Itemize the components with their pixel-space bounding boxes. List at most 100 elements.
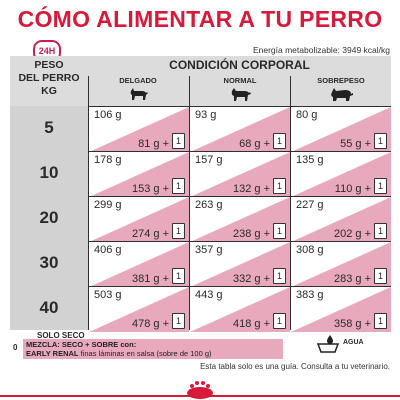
weight-header-line2: DEL PERRO (18, 72, 80, 84)
mix-amount: 153 g + (131, 183, 169, 195)
legend-mix-box: MEZCLA: SECO + SOBRE con: EARLY RENAL fi… (23, 339, 283, 359)
ration-cell: 357 g 332 g +1 (190, 241, 290, 287)
mix-shade (190, 242, 290, 287)
pouch-icon: 1 (172, 133, 185, 149)
column-normal: NORMAL (190, 76, 290, 106)
mix-amount: 55 g + (340, 138, 371, 150)
mix-shade (89, 152, 189, 197)
dry-only-amount: 80 g (296, 109, 318, 121)
weight-header-line1: PESO (34, 59, 64, 71)
mix-amount: 81 g + (138, 138, 169, 150)
ration-cell: 263 g 238 g +1 (190, 196, 290, 242)
footer-note: Esta tabla solo es una guía. Consulta a … (200, 362, 390, 371)
divider-line (189, 76, 190, 330)
mix-amount: 274 g + (131, 228, 169, 240)
pouch-icon: 1 (273, 178, 286, 194)
mix-amount: 381 g + (131, 273, 169, 285)
weight-value: 30 (39, 253, 59, 272)
pouch-icon: 1 (172, 268, 185, 284)
dry-only-amount: 299 g (94, 199, 122, 211)
dry-only-amount: 178 g (94, 154, 122, 166)
dry-only-amount: 443 g (195, 289, 223, 301)
ration-cell: 80 g 55 g +1 (291, 106, 391, 152)
dry-only-amount: 503 g (94, 289, 122, 301)
condition-header: CONDICIÓN CORPORAL (169, 58, 310, 72)
ration-cell: 308 g 283 g +1 (291, 241, 391, 287)
dry-only-amount: 135 g (296, 154, 324, 166)
dry-only-amount: 93 g (195, 109, 217, 121)
thin-dog-icon (130, 88, 148, 100)
ration-cell: 178 g 153 g +1 (89, 151, 189, 197)
pouch-icon: 1 (172, 178, 185, 194)
ration-cell: 383 g 358 g +1 (291, 286, 391, 332)
weight-header-line3: KG (41, 85, 57, 97)
feeding-table: PESO DEL PERRO KG CONDICIÓN CORPORAL DEL… (10, 56, 391, 332)
mix-shade (291, 152, 391, 197)
legend-mix-line1: MEZCLA: SECO + SOBRE con: (26, 340, 137, 349)
mix-shade (291, 242, 391, 287)
mix-shade (291, 197, 391, 242)
weight-value: 10 (39, 163, 59, 182)
dry-only-amount: 227 g (296, 199, 324, 211)
pouch-icon: 1 (273, 133, 286, 149)
ration-cell: 135 g 110 g +1 (291, 151, 391, 197)
ration-cell: 157 g 132 g +1 (190, 151, 290, 197)
ration-cell: 299 g 274 g +1 (89, 196, 189, 242)
ration-cell: 443 g 418 g +1 (190, 286, 290, 332)
column-label-normal: NORMAL (223, 76, 257, 85)
ration-cell: 93 g 68 g +1 (190, 106, 290, 152)
mix-amount: 283 g + (333, 273, 371, 285)
weight-row-band (10, 106, 88, 330)
pouch-icon: 1 (374, 313, 387, 329)
pouch-icon: 1 (374, 133, 387, 149)
mix-amount: 238 g + (232, 228, 270, 240)
mix-amount: 110 g + (334, 183, 371, 195)
dry-only-amount: 308 g (296, 244, 324, 256)
normal-dog-icon (231, 88, 251, 101)
dry-only-amount: 383 g (296, 289, 324, 301)
table-header-band (10, 56, 391, 106)
mix-amount: 202 g + (333, 228, 371, 240)
mix-shade (190, 287, 290, 332)
divider-line (88, 76, 89, 330)
mix-shade (190, 152, 290, 197)
column-delgado: DELGADO (88, 76, 188, 106)
ration-cell: 106 g 81 g +1 (89, 106, 189, 152)
overweight-dog-icon (331, 88, 353, 101)
ration-cell: 227 g 202 g +1 (291, 196, 391, 242)
column-label-delgado: DELGADO (119, 76, 157, 85)
legend-product-name: EARLY RENAL (26, 349, 79, 358)
weight-column-header: PESO DEL PERRO KG (10, 56, 88, 106)
pouch-icon: 1 (374, 178, 387, 194)
legend-solo-seco: SOLO SECO (37, 331, 85, 340)
dry-only-amount: 157 g (195, 154, 223, 166)
weight-value: 40 (39, 298, 59, 317)
column-label-sobrepeso: SOBREPESO (317, 76, 365, 85)
weight-value: 20 (39, 208, 59, 227)
mix-amount: 418 g + (232, 318, 270, 330)
pouch-icon: 1 (172, 223, 185, 239)
dry-only-amount: 406 g (94, 244, 122, 256)
mix-shade (291, 107, 391, 152)
column-sobrepeso: SOBREPESO (291, 76, 391, 106)
legend-water: AGUA (343, 339, 364, 346)
mix-shade (89, 197, 189, 242)
pouch-icon: 1 (273, 268, 286, 284)
dry-only-amount: 357 g (195, 244, 223, 256)
mix-amount: 358 g + (333, 318, 371, 330)
mix-amount: 478 g + (131, 318, 169, 330)
legend-product-desc: finas láminas en salsa (sobre de 100 g) (78, 349, 212, 358)
mix-shade (190, 197, 290, 242)
mix-amount: 132 g + (232, 183, 270, 195)
page-title: CÓMO ALIMENTAR A TU PERRO (17, 6, 383, 32)
legend-zero: 0 (13, 343, 18, 352)
pouch-icon: 1 (374, 268, 387, 284)
dry-only-amount: 106 g (94, 109, 122, 121)
mix-shade (89, 107, 189, 152)
energy-label: Energía metabolizable: 3949 kcal/kg (252, 45, 390, 55)
dry-only-amount: 263 g (195, 199, 223, 211)
divider-line (290, 76, 291, 330)
mix-amount: 332 g + (232, 273, 270, 285)
pouch-icon: 1 (172, 313, 185, 329)
mix-amount: 68 g + (239, 138, 270, 150)
